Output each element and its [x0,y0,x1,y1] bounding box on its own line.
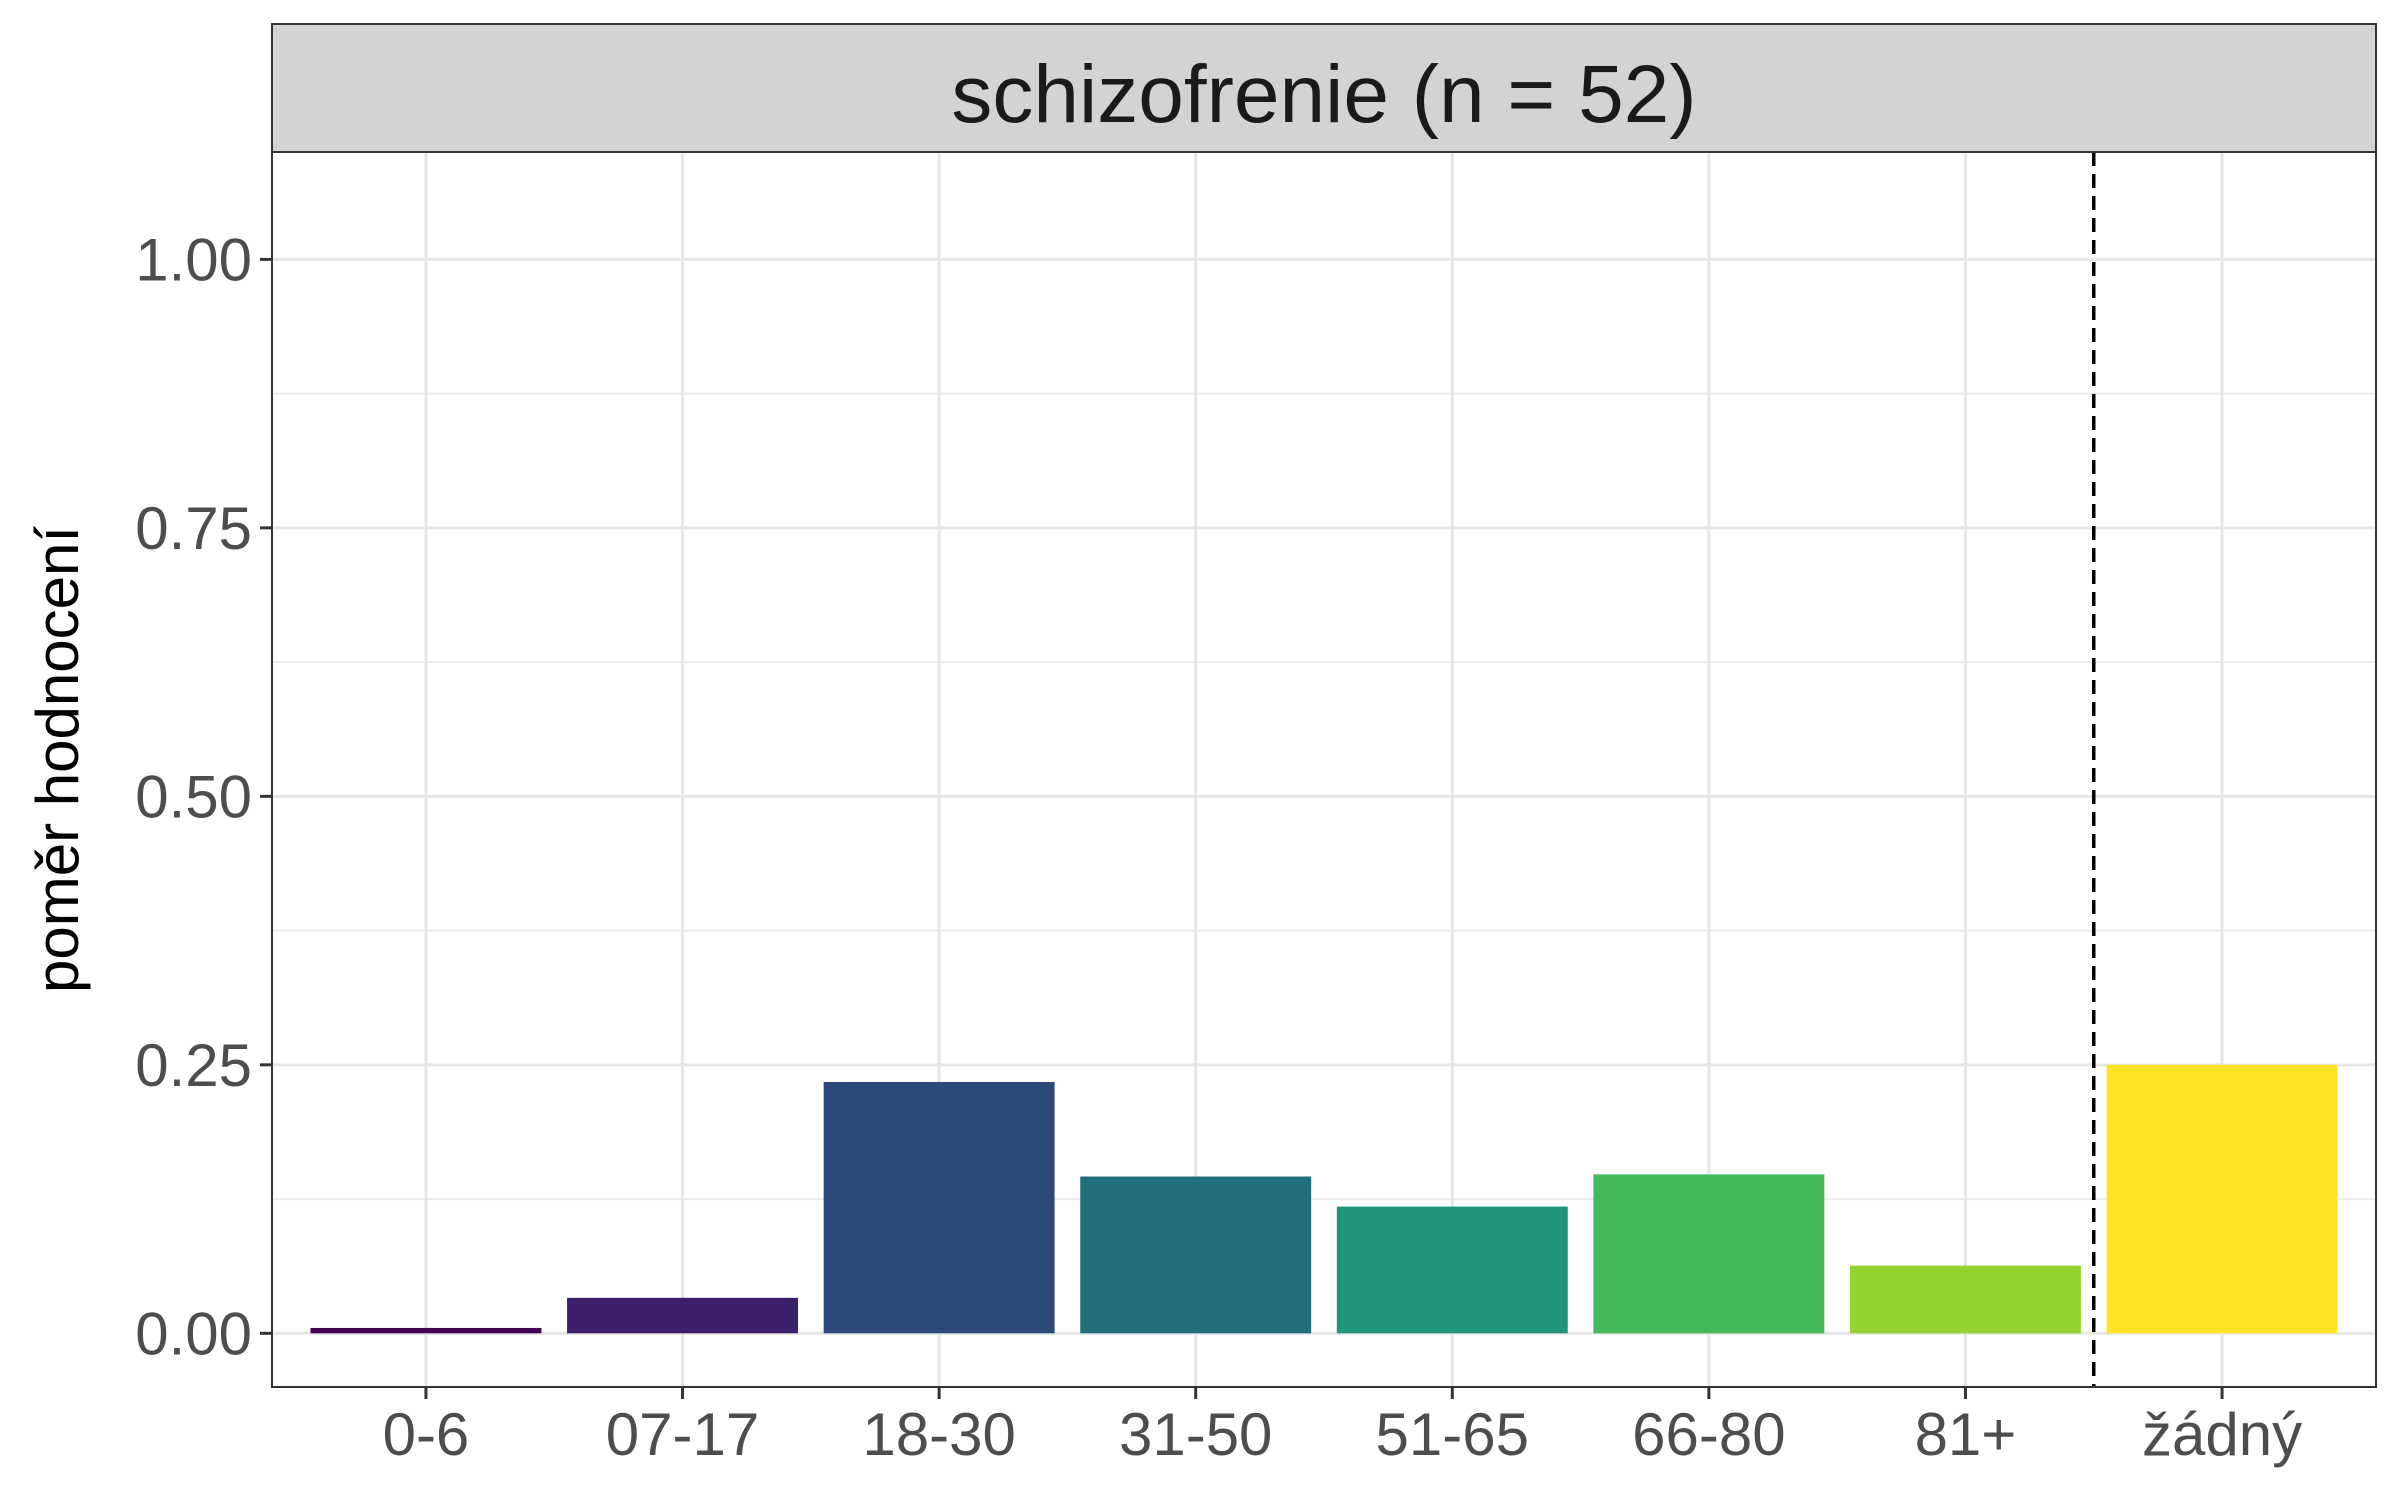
y-tick-label: 0.50 [135,763,252,830]
plot-panel-border [271,151,2377,1388]
x-tick-label: 51-65 [1376,1401,1529,1468]
gridlines [272,152,2376,1387]
x-tick-label: 81+ [1915,1401,2017,1468]
bar-18-30 [823,1082,1055,1334]
y-tick-label: 0.25 [135,1032,252,1099]
bars [310,1064,2338,1334]
bar-81+ [1850,1265,2081,1334]
bar-51-65 [1336,1206,1568,1334]
y-tick-label: 1.00 [135,226,252,293]
bar-31-50 [1080,1176,1312,1334]
bar-07-17 [567,1297,798,1334]
bar-žádný [2106,1064,2338,1334]
y-tick-label: 0.00 [135,1300,252,1367]
bar-66-80 [1593,1174,1825,1334]
x-tick-label: 66-80 [1632,1401,1785,1468]
facet-strip-background [271,23,2377,153]
facet-title: schizofrenie (n = 52) [951,49,1696,140]
facet-strip: schizofrenie (n = 52) [271,23,2377,153]
x-tick-label: 0-6 [383,1401,470,1468]
x-axis: 0-6 07-17 18-30 31-50 51-65 66-80 81+ žádný [383,1387,2302,1468]
bar-0-6 [310,1327,542,1334]
x-tick-label: 07-17 [606,1401,759,1468]
y-axis-title: poměr hodnocení [24,526,91,993]
plot-background [272,152,2376,1387]
x-tick-label: 31-50 [1119,1401,1272,1468]
y-tick-label: 0.75 [135,495,252,562]
x-tick-label: 18-30 [862,1401,1015,1468]
y-axis: 0.00 0.25 0.50 0.75 1.00 [135,226,272,1367]
x-tick-label: žádný [2142,1401,2302,1468]
